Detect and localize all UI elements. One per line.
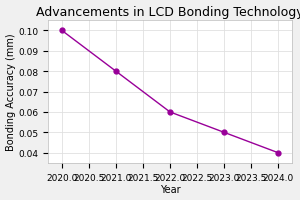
Title: Advancements in LCD Bonding Technology: Advancements in LCD Bonding Technology: [36, 6, 300, 18]
Y-axis label: Bonding Accuracy (mm): Bonding Accuracy (mm): [6, 34, 16, 151]
X-axis label: Year: Year: [160, 185, 180, 194]
